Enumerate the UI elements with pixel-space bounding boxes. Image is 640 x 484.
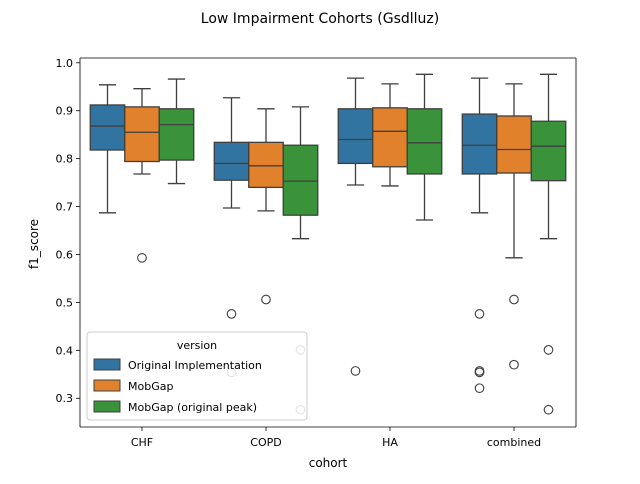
y-tick-label: 0.9: [56, 105, 74, 118]
box-iqr: [530, 120, 567, 182]
x-tick-label: HA: [382, 436, 398, 449]
outlier-point: [350, 366, 361, 376]
box-0-0: [89, 84, 126, 214]
box-2-2: [406, 73, 443, 221]
box-2-1: [372, 83, 408, 187]
legend-swatch: [93, 358, 121, 371]
box-iqr: [337, 108, 374, 165]
box-iqr: [89, 104, 126, 151]
box-3-1: [496, 83, 532, 370]
box-iqr: [158, 108, 195, 161]
y-tick-label: 0.8: [56, 153, 74, 166]
box-1-1: [248, 108, 284, 305]
outlier-point: [509, 359, 519, 370]
outlier-point: [137, 252, 147, 263]
box-2-0: [337, 77, 374, 376]
box-iqr: [248, 141, 284, 189]
x-tick-label: CHF: [131, 436, 153, 449]
box-iqr: [372, 107, 408, 168]
legend-swatch: [93, 400, 121, 413]
outlier-point: [474, 367, 485, 378]
box-0-1: [124, 88, 160, 263]
box-1-2: [282, 106, 319, 415]
x-tick-label: combined: [487, 436, 541, 449]
box-iqr: [124, 106, 160, 163]
y-tick-label: 0.7: [56, 201, 74, 214]
box-1-0: [213, 97, 250, 378]
legend-swatch: [93, 379, 121, 392]
legend-entry: MobGap: [128, 380, 173, 393]
legend-entry: Original Implementation: [128, 359, 262, 372]
outlier-point: [543, 344, 554, 355]
box-iqr: [496, 115, 532, 174]
legend-box: [86, 331, 308, 421]
legend-entry: MobGap (original peak): [128, 401, 257, 414]
plot-area: [89, 73, 567, 415]
x-axis-label: cohort: [309, 456, 348, 470]
y-tick-label: 1.0: [56, 57, 74, 70]
x-tick-label: COPD: [250, 436, 281, 449]
legend: version Original Implementation MobGap MobG…: [86, 331, 308, 421]
box-iqr: [406, 108, 443, 175]
legend-title: version: [177, 339, 217, 352]
outlier-point: [474, 309, 485, 319]
y-tick-label: 0.4: [56, 344, 74, 357]
box-3-0: [461, 77, 498, 394]
axes: 0.3 0.4 0.5 0.6 0.7 0.8 0.9 1.0 CHF COPD HA combine…: [56, 57, 577, 449]
y-tick-label: 0.5: [56, 296, 74, 309]
box-iqr: [282, 144, 319, 216]
chart-title: Low Impairment Cohorts (Gsdlluz): [201, 11, 439, 27]
outlier-point: [509, 294, 519, 305]
outlier-point: [543, 404, 554, 415]
box-0-2: [158, 78, 195, 185]
box-iqr: [461, 113, 498, 175]
outlier-point: [261, 294, 271, 305]
outlier-point: [226, 309, 237, 319]
box-3-2: [530, 73, 567, 415]
y-axis-label: f1_score: [27, 219, 41, 269]
outlier-point: [474, 383, 485, 394]
box-iqr: [213, 141, 250, 181]
y-tick-label: 0.6: [56, 248, 74, 261]
y-tick-label: 0.3: [56, 392, 74, 405]
